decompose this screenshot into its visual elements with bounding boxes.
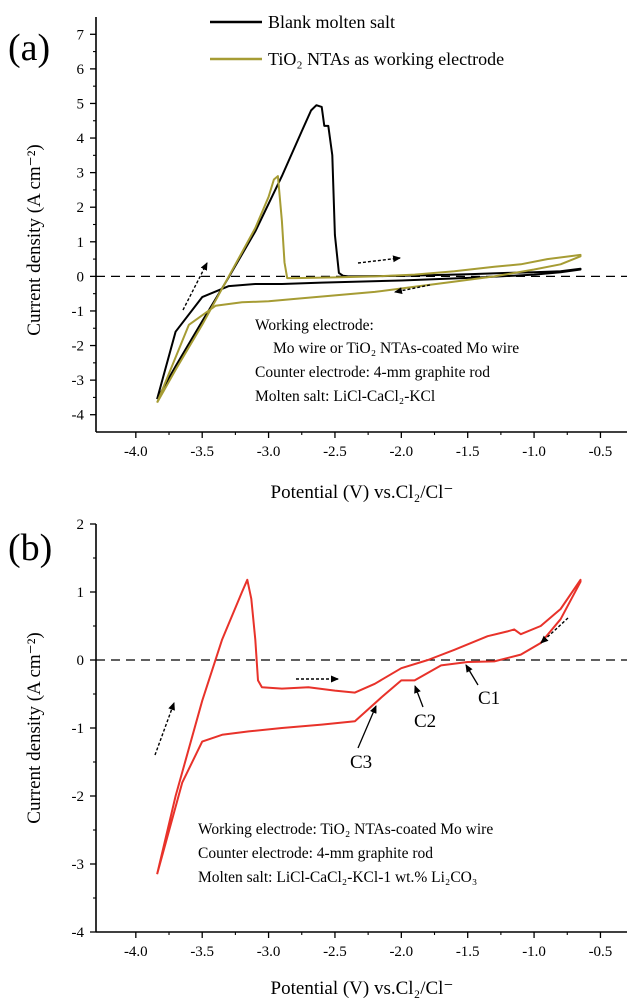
x-tick-label: -1.0: [522, 944, 546, 960]
conditions-note: Working electrode: TiO₂ NTAs-coated Mo w…: [198, 821, 493, 886]
scan-arrow-icon: [540, 617, 569, 644]
conditions-note: Working electrode: Mo wire or TiO₂ NTAs-…: [255, 317, 519, 405]
x-tick-label: -1.5: [456, 944, 480, 960]
y-tick-label: -4: [72, 408, 85, 424]
x-tick-label: -3.5: [190, 944, 214, 960]
peak-pointer-c3: [357, 705, 377, 749]
legend-label-blank: Blank molten salt: [268, 12, 395, 32]
peak-label-c2: C2: [414, 711, 436, 732]
x-tick-label: -4.0: [124, 944, 148, 960]
series-line: [156, 578, 582, 875]
note-line: Counter electrode: 4-mm graphite rod: [198, 845, 433, 862]
panel-b-label: (b): [8, 527, 52, 569]
y-tick-label: 5: [77, 96, 85, 112]
note-line: Molten salt: LiCl-CaCl₂-KCl: [255, 388, 435, 405]
y-tick-label: 2: [77, 517, 85, 533]
x-tick-label: -2.0: [389, 444, 413, 460]
note-line: Mo wire or TiO₂ NTAs-coated Mo wire: [273, 340, 519, 357]
y-tick-label: 6: [77, 62, 85, 78]
y-tick-label: 7: [77, 27, 85, 43]
peak-label-c1: C1: [478, 688, 500, 709]
scan-arrow-icon: [182, 262, 208, 311]
y-tick-label: 0: [77, 269, 85, 285]
y-tick-label: 2: [77, 200, 85, 216]
peak-pointer-c2: [414, 685, 424, 708]
x-tick-label: -0.5: [589, 944, 613, 960]
panel-b: (b) -4.0 -3.5 -3.0 -2.5 -2.0 -1.5 -1.0 -0.5 -4-…: [8, 517, 627, 998]
peak-annotations: C1 C2 C3: [350, 664, 500, 773]
x-tick-label: -3.0: [257, 944, 281, 960]
y-tick-label: -3: [72, 857, 85, 873]
note-line: Molten salt: LiCl-CaCl₂-KCl-1 wt.% Li₂CO…: [198, 869, 477, 886]
y-tick-label: 1: [77, 235, 85, 251]
x-axis-title: Potential (V) vs.Cl₂/Cl⁻: [271, 482, 454, 503]
y-tick-label: -2: [72, 339, 85, 355]
x-axis-ticks: -4.0 -3.5 -3.0 -2.5 -2.0 -1.5 -1.0 -0.5: [124, 932, 612, 960]
y-axis-ticks: -4 -3 -2 -1 0 1 2: [72, 517, 96, 941]
note-line: Working electrode:: [255, 317, 374, 334]
x-tick-label: -2.5: [323, 944, 347, 960]
series-group: [156, 578, 582, 875]
x-tick-label: -2.5: [323, 444, 347, 460]
scan-direction-arrows: [182, 255, 431, 311]
y-tick-label: 1: [77, 585, 85, 601]
y-tick-label: -3: [72, 373, 85, 389]
x-tick-label: -2.0: [389, 944, 413, 960]
peak-pointer-c1: [465, 664, 479, 686]
x-tick-label: -3.0: [257, 444, 281, 460]
y-tick-label: -1: [72, 721, 85, 737]
y-axis-ticks: -4 -3 -2 -1 0 1 2 3 4 5 6 7: [72, 27, 96, 424]
panel-a: (a) -4.0 -3.5 -3.0 -2.5 -2.0 -1.5 -1.0 -0.5 -4-…: [8, 12, 627, 503]
x-tick-label: -4.0: [124, 444, 148, 460]
note-line: Counter electrode: 4-mm graphite rod: [255, 364, 490, 381]
panel-a-label: (a): [8, 27, 50, 69]
y-tick-label: 4: [77, 131, 85, 147]
y-tick-label: 3: [77, 166, 85, 182]
scan-arrow-icon: [154, 702, 175, 756]
note-line: Working electrode: TiO₂ NTAs-coated Mo w…: [198, 821, 493, 838]
x-axis-title: Potential (V) vs.Cl₂/Cl⁻: [271, 978, 454, 998]
x-tick-label: -0.5: [589, 444, 613, 460]
series-line: [156, 175, 582, 404]
series-group: [156, 104, 582, 404]
legend: Blank molten salt TiO₂ NTAs as working e…: [210, 12, 504, 69]
scan-arrow-icon: [394, 284, 431, 295]
x-axis-ticks: -4.0 -3.5 -3.0 -2.5 -2.0 -1.5 -1.0 -0.5: [124, 432, 612, 460]
legend-label-tio2: TiO₂ NTAs as working electrode: [268, 49, 504, 69]
y-tick-label: 0: [77, 653, 85, 669]
x-tick-label: -3.5: [190, 444, 214, 460]
x-tick-label: -1.5: [456, 444, 480, 460]
y-tick-label: -1: [72, 304, 85, 320]
y-axis-title: Current density (A cm⁻²): [24, 632, 45, 823]
y-tick-label: -2: [72, 789, 85, 805]
y-axis-title: Current density (A cm⁻²): [24, 144, 45, 335]
scan-direction-arrows: [154, 617, 569, 756]
y-tick-label: -4: [72, 925, 85, 941]
x-tick-label: -1.0: [522, 444, 546, 460]
scan-arrow-icon: [357, 255, 401, 264]
peak-label-c3: C3: [350, 752, 372, 773]
